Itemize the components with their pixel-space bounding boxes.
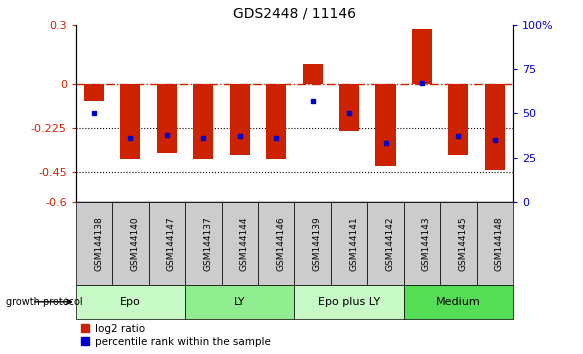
Text: GSM144143: GSM144143 [422,216,431,271]
Bar [485,84,505,170]
Text: Medium: Medium [436,297,481,307]
Text: GSM144138: GSM144138 [94,216,103,271]
Text: GSM144146: GSM144146 [276,216,285,271]
Text: GSM144141: GSM144141 [349,216,358,271]
Bar [448,84,468,155]
Bar [112,202,149,285]
Bar [294,285,403,319]
Text: GSM144140: GSM144140 [131,216,139,271]
Text: GSM144145: GSM144145 [458,216,468,271]
Bar [222,202,258,285]
Bar [331,202,367,285]
Title: GDS2448 / 11146: GDS2448 / 11146 [233,7,356,21]
Bar [367,202,403,285]
Text: GSM144139: GSM144139 [312,216,322,271]
Text: Epo: Epo [120,297,141,307]
Text: GSM144148: GSM144148 [495,216,504,271]
Bar [185,285,294,319]
Text: Epo plus LY: Epo plus LY [318,297,380,307]
Legend: log2 ratio, percentile rank within the sample: log2 ratio, percentile rank within the s… [81,324,271,347]
Bar [476,202,513,285]
Bar [194,84,213,159]
Bar [412,29,432,84]
Bar [121,84,141,159]
Text: GSM144137: GSM144137 [203,216,212,271]
Bar [403,285,513,319]
Bar [185,202,222,285]
Bar [339,84,359,131]
Bar [157,84,177,153]
Bar [76,285,185,319]
Text: growth protocol: growth protocol [6,297,82,307]
Bar [440,202,476,285]
Bar [294,202,331,285]
Text: GSM144144: GSM144144 [240,216,249,270]
Bar [303,64,322,84]
Bar [84,84,104,102]
Bar [258,202,294,285]
Text: LY: LY [234,297,245,307]
Bar [76,202,112,285]
Text: GSM144147: GSM144147 [167,216,176,271]
Bar [149,202,185,285]
Text: GSM144142: GSM144142 [385,216,395,270]
Bar [403,202,440,285]
Bar [375,84,395,166]
Bar [266,84,286,159]
Bar [230,84,250,155]
